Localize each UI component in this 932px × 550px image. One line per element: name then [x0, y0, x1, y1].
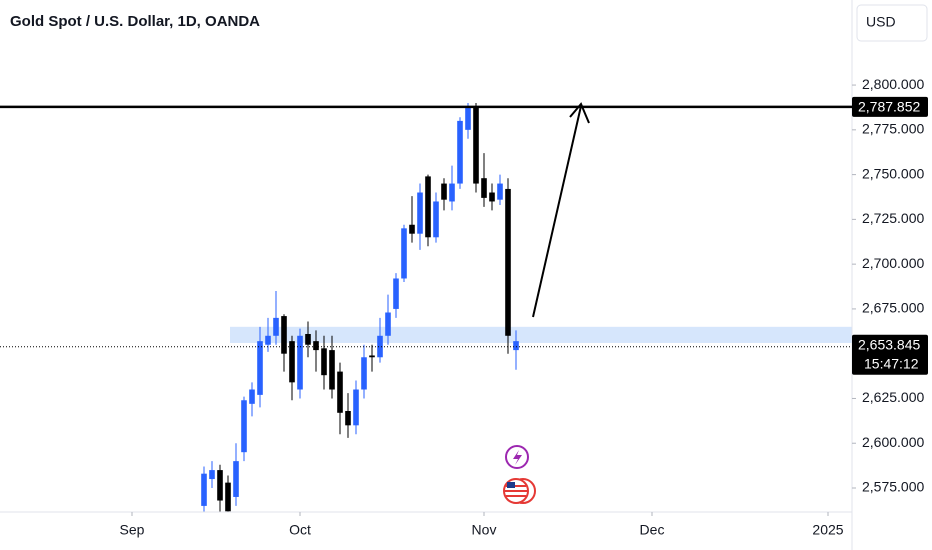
candle-body [281, 316, 287, 354]
y-tick-label: 2,625.000 [862, 389, 924, 405]
candle-body [433, 201, 439, 238]
plot-area [201, 102, 852, 512]
candle-body [385, 312, 391, 336]
candle-body [457, 120, 463, 184]
candle-body [441, 183, 447, 200]
x-tick-label: Oct [289, 522, 311, 538]
candle-body [217, 470, 223, 501]
arrow-head [569, 102, 590, 124]
resistance-tag [852, 96, 928, 117]
candle-body [289, 341, 295, 383]
candle-body [505, 188, 511, 336]
candle-body [297, 335, 303, 390]
candle-body [497, 183, 503, 200]
candle-body [361, 357, 367, 390]
countdown-label: 15:47:12 [864, 356, 919, 372]
candle-body [481, 178, 487, 198]
arrow-line [532, 105, 582, 318]
candle-body [465, 106, 471, 130]
candle-body [449, 183, 455, 202]
x-tick-label: Dec [640, 522, 665, 538]
y-tick-label: 2,800.000 [862, 76, 924, 92]
candle-body [401, 228, 407, 279]
candle-body [233, 461, 239, 497]
candle-body [409, 224, 415, 234]
candle-body [417, 192, 423, 234]
candle-body [249, 389, 255, 404]
candle-body [369, 355, 375, 358]
resistance-label: 2,787.852 [858, 99, 920, 115]
y-tick-label: 2,600.000 [862, 434, 924, 450]
y-tick-label: 2,700.000 [862, 255, 924, 271]
candle-body [489, 192, 495, 202]
candle-body [321, 348, 327, 376]
y-tick-label: 2,575.000 [862, 479, 924, 495]
flag-canton [507, 482, 515, 488]
x-tick-label: Sep [120, 522, 145, 538]
candle-body [353, 389, 359, 426]
y-tick-label: 2,725.000 [862, 210, 924, 226]
candle-body [209, 470, 215, 480]
candle-body [329, 350, 335, 390]
currency-button[interactable] [856, 4, 928, 42]
candle-body [313, 341, 319, 351]
x-tick-label: Nov [472, 522, 497, 538]
candle-body [241, 400, 247, 453]
currency-label[interactable]: USD [866, 14, 896, 30]
candle-body [393, 278, 399, 309]
candle-body [473, 106, 479, 184]
chart-title: Gold Spot / U.S. Dollar, 1D, OANDA [10, 13, 260, 30]
candle-body [201, 473, 207, 506]
y-tick-label: 2,750.000 [862, 165, 924, 181]
candle-body [337, 371, 343, 413]
candle-body [273, 317, 279, 336]
candle-body [425, 176, 431, 238]
candle-body [345, 410, 351, 426]
last-price-label: 2,653.845 [858, 337, 920, 353]
last-price-tag [852, 334, 928, 375]
candle-body [377, 335, 383, 358]
candle-body [305, 333, 311, 345]
y-tick-label: 2,775.000 [862, 121, 924, 137]
lightning [513, 450, 522, 465]
candle-body [513, 341, 519, 351]
demand-zone [230, 326, 852, 343]
y-tick-label: 2,675.000 [862, 300, 924, 316]
candle-body [257, 341, 263, 395]
candle-body [225, 482, 231, 512]
x-tick-label: 2025 [812, 522, 843, 538]
candle-body [265, 335, 271, 345]
